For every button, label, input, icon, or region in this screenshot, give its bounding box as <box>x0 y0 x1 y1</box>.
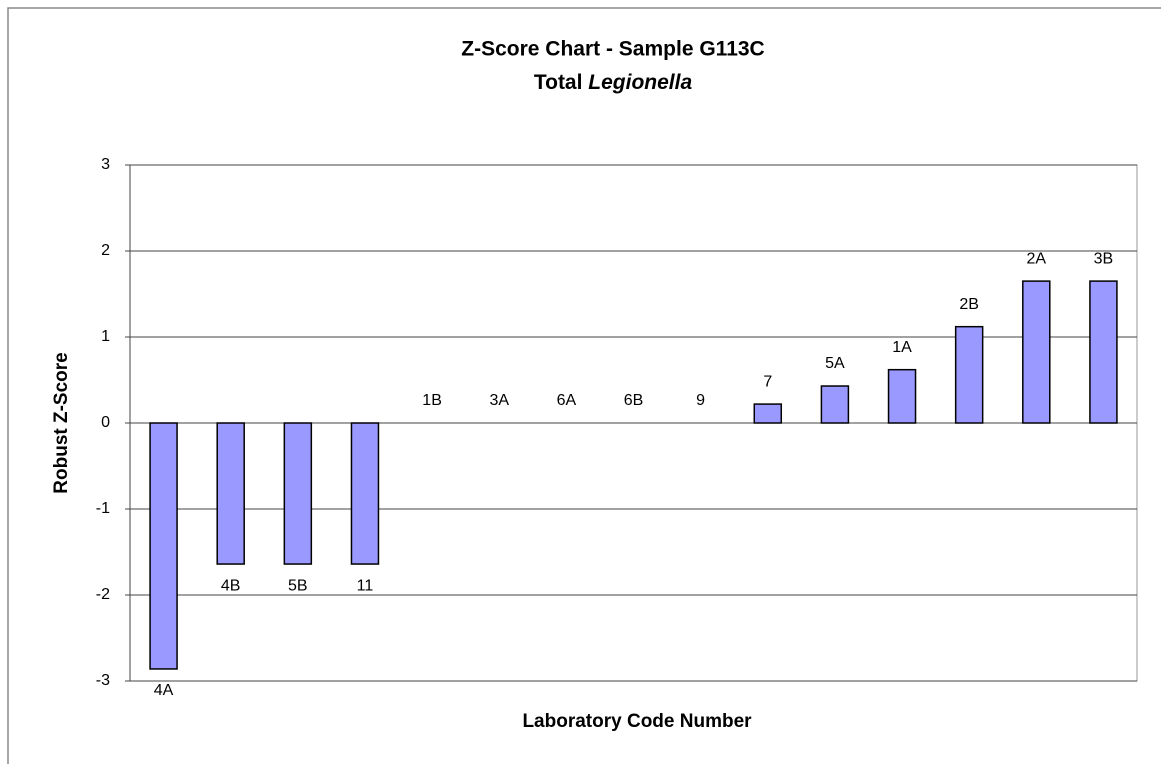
bar <box>753 403 783 424</box>
bar-label: 4B <box>221 577 241 594</box>
bar-label: 11 <box>357 577 374 594</box>
subtitle-plain: Total <box>534 71 583 94</box>
chart-frame <box>7 7 1161 764</box>
bar-label: 5B <box>288 577 308 594</box>
subtitle-italic: Legionella <box>588 71 692 94</box>
bar <box>1089 280 1118 424</box>
x-axis-title: Laboratory Code Number <box>522 711 752 732</box>
y-tick-label: -3 <box>96 672 110 689</box>
y-tick-label: 0 <box>101 414 110 431</box>
y-tick-label: -1 <box>96 500 110 517</box>
bar <box>954 325 984 424</box>
bar-label: 2A <box>1027 250 1047 267</box>
bar-label: 1A <box>892 339 912 356</box>
bar-label: 6B <box>624 392 644 409</box>
bar-label: 3B <box>1094 250 1114 267</box>
bar-label: 9 <box>696 392 705 409</box>
bar <box>887 368 917 424</box>
bar-label: 7 <box>763 373 772 390</box>
y-tick-label: -2 <box>96 586 110 603</box>
chart-subtitle: Total Legionella <box>534 71 693 94</box>
bar-label: 5A <box>825 355 845 372</box>
bar <box>1022 280 1051 424</box>
y-axis-title: Robust Z-Score <box>51 352 72 493</box>
bar <box>283 422 313 565</box>
bar <box>820 385 850 424</box>
bar <box>350 422 380 565</box>
bar-label: 3A <box>489 392 509 409</box>
y-tick-label: 1 <box>101 328 110 345</box>
bar-label: 1B <box>422 392 442 409</box>
bar <box>216 422 245 565</box>
y-tick-label: 2 <box>101 242 110 259</box>
bar-label: 4A <box>154 682 174 699</box>
chart-title: Z-Score Chart - Sample G113C <box>461 38 764 61</box>
bar-label: 6A <box>557 392 577 409</box>
bar-label: 2B <box>959 296 979 313</box>
y-tick-label: 3 <box>101 156 110 173</box>
bar <box>149 422 178 670</box>
